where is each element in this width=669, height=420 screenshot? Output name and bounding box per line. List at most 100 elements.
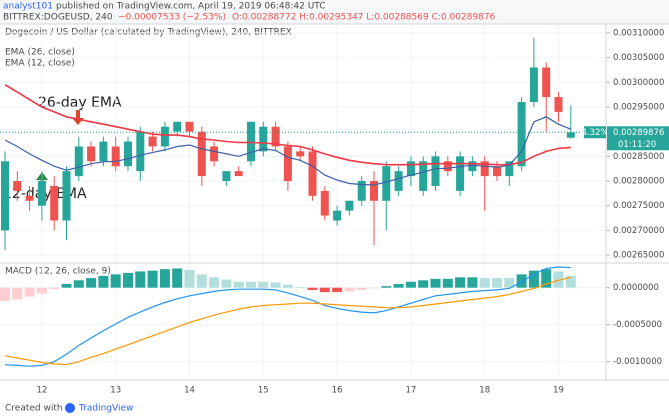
histogram-bar bbox=[541, 269, 552, 288]
histogram-bar bbox=[86, 278, 97, 288]
y-tick-label: 0.00300000 bbox=[613, 78, 664, 88]
footer-created: Created with bbox=[5, 404, 63, 414]
ohlc: O:0.00288772 H:0.00295347 L:0.00288569 C… bbox=[232, 13, 496, 23]
histogram-bar bbox=[553, 271, 564, 288]
candle-body bbox=[566, 132, 575, 138]
histogram-bar bbox=[492, 278, 502, 288]
footer-brand: TradingView bbox=[78, 404, 133, 414]
header-bg bbox=[0, 0, 669, 24]
x-tick-label: 15 bbox=[258, 386, 269, 396]
candle-body bbox=[468, 161, 477, 172]
candle-body bbox=[357, 181, 366, 201]
candle-body bbox=[259, 126, 268, 152]
y-tick-label: 0.00270000 bbox=[613, 226, 664, 236]
candle-body bbox=[148, 136, 157, 147]
published: published on TradingView.com, April 19, … bbox=[56, 2, 326, 12]
histogram-bar bbox=[36, 287, 47, 294]
price-badge bbox=[607, 126, 669, 151]
histogram-bar bbox=[393, 283, 404, 288]
candle-body bbox=[456, 156, 465, 191]
histogram-bar bbox=[479, 278, 490, 288]
y-tick-label: -0.0010000 bbox=[613, 357, 662, 367]
histogram-bar bbox=[196, 274, 207, 288]
candle-body bbox=[124, 141, 132, 167]
histogram-bar bbox=[24, 287, 35, 297]
candle-body bbox=[197, 131, 206, 177]
y-tick-label: 0.00285000 bbox=[613, 152, 664, 162]
histogram-bar bbox=[184, 269, 195, 288]
candle-body bbox=[505, 161, 514, 177]
candle-body bbox=[99, 141, 108, 162]
candle-body bbox=[271, 126, 280, 147]
line bbox=[4, 276, 571, 366]
histogram-bar bbox=[418, 280, 429, 288]
candle-body bbox=[542, 67, 551, 98]
candle-body bbox=[1, 161, 9, 231]
histogram-bar bbox=[319, 287, 330, 293]
histogram-bar bbox=[49, 287, 60, 290]
histogram-bar bbox=[369, 287, 379, 289]
y-tick-label: 0.00305000 bbox=[613, 53, 664, 63]
histogram-bar bbox=[233, 281, 244, 288]
legend-ema12: EMA (12, close) bbox=[5, 59, 75, 69]
annotation: 26-day EMA bbox=[38, 95, 122, 111]
histogram-bar bbox=[332, 287, 343, 293]
candle-body bbox=[160, 126, 169, 147]
candle-body bbox=[308, 151, 317, 196]
histogram-bar bbox=[12, 287, 23, 300]
candle-body bbox=[394, 171, 403, 191]
histogram-bar bbox=[270, 282, 281, 288]
histogram-bar bbox=[147, 270, 158, 288]
change-label: 4.32% bbox=[581, 128, 608, 138]
histogram-bar bbox=[246, 281, 256, 288]
histogram-bar bbox=[221, 279, 232, 288]
candle-body bbox=[62, 171, 71, 221]
candle-body bbox=[370, 181, 378, 201]
y-tick-label: 0.00295000 bbox=[613, 102, 664, 112]
candle-body bbox=[406, 161, 415, 177]
line bbox=[4, 84, 571, 166]
candle-body bbox=[136, 131, 145, 172]
histogram-bar bbox=[123, 272, 133, 288]
candle-body bbox=[74, 146, 83, 177]
x-tick-label: 13 bbox=[110, 386, 121, 396]
candle-body bbox=[296, 151, 305, 157]
histogram-bar bbox=[159, 269, 170, 288]
candle-body bbox=[345, 200, 354, 211]
symbol: BITTREX:DOGEUSD, 240 bbox=[3, 13, 113, 23]
x-tick-label: 14 bbox=[184, 386, 195, 396]
candle-body bbox=[283, 146, 292, 182]
candle-body bbox=[517, 102, 526, 167]
y-tick-label: 0.00275000 bbox=[613, 201, 664, 211]
change-badge bbox=[584, 126, 606, 139]
histogram-bar bbox=[516, 274, 527, 288]
histogram-bar bbox=[528, 270, 539, 288]
price-label: 0.00289876 bbox=[613, 128, 664, 138]
macd-title: MACD (12, 26, close, 9) bbox=[5, 267, 111, 277]
legend-ema26: EMA (26, close) bbox=[5, 48, 75, 58]
candle-body bbox=[443, 161, 452, 172]
candle-body bbox=[111, 146, 120, 167]
histogram-bar bbox=[98, 275, 109, 288]
logo bbox=[65, 403, 75, 413]
countdown: 01:11:20 bbox=[618, 140, 656, 150]
histogram-bar bbox=[356, 287, 367, 290]
histogram-bar bbox=[110, 274, 121, 288]
x-tick-label: 19 bbox=[553, 386, 564, 396]
candle-body bbox=[529, 67, 538, 103]
histogram-bar bbox=[135, 271, 146, 288]
candle-body bbox=[87, 146, 96, 162]
change: −0.00007533 (−2.53%) bbox=[118, 13, 226, 23]
candle-body bbox=[320, 190, 329, 216]
histogram-bar bbox=[61, 283, 72, 288]
candle-body bbox=[431, 156, 440, 186]
candle-body bbox=[419, 161, 428, 191]
candle-body bbox=[333, 210, 342, 221]
candle-body bbox=[554, 97, 563, 112]
histogram-bar bbox=[258, 281, 269, 288]
candle-body bbox=[382, 166, 391, 201]
x-tick-label: 17 bbox=[405, 386, 416, 396]
candle-body bbox=[25, 195, 34, 201]
